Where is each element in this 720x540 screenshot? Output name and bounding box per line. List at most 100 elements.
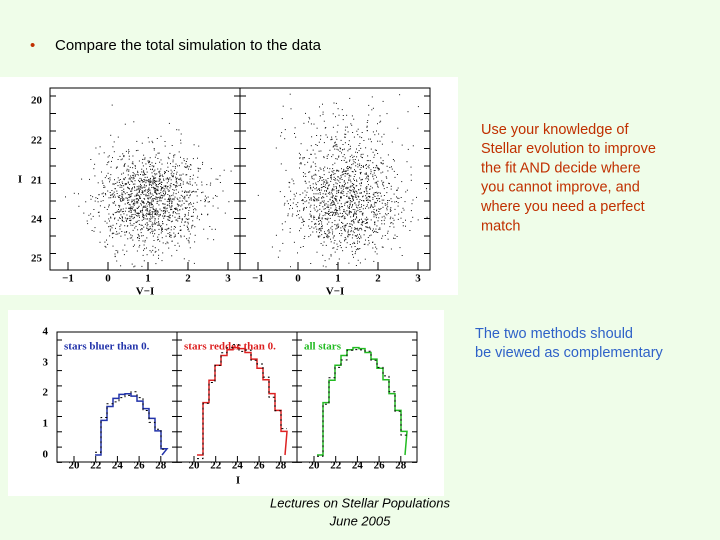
star-point [358, 201, 360, 203]
star-point [387, 232, 389, 234]
star-point [217, 178, 219, 180]
star-point [309, 206, 311, 208]
star-point [339, 177, 341, 179]
star-point [281, 223, 283, 225]
star-point [331, 174, 333, 176]
star-point [306, 206, 307, 208]
star-point [128, 232, 130, 234]
star-point [176, 182, 178, 184]
star-point [140, 174, 141, 175]
star-point [185, 161, 187, 162]
star-point [325, 203, 327, 205]
star-point [341, 216, 343, 218]
star-point [134, 244, 135, 246]
star-point [371, 205, 373, 207]
star-point [368, 114, 370, 116]
star-point [304, 190, 306, 192]
star-point [108, 155, 110, 157]
star-point [315, 182, 317, 184]
star-point [374, 222, 376, 224]
star-point [353, 232, 355, 234]
star-point [337, 191, 339, 193]
star-point [358, 145, 360, 146]
star-point [134, 209, 136, 211]
star-point [157, 238, 159, 240]
star-point [370, 169, 372, 171]
star-point [332, 200, 334, 201]
star-point [295, 204, 297, 206]
star-point [325, 190, 327, 191]
star-point [318, 170, 320, 172]
star-point [350, 190, 352, 192]
star-point [135, 221, 137, 223]
star-point [128, 207, 130, 209]
x-tick-label: 3 [415, 273, 421, 285]
star-point [151, 224, 153, 226]
star-point [106, 222, 108, 224]
star-point [155, 209, 157, 211]
star-point [147, 190, 149, 192]
star-point [143, 260, 145, 262]
star-point [142, 192, 144, 194]
star-point [347, 187, 349, 189]
star-point [397, 187, 399, 189]
star-point [304, 235, 306, 237]
star-point [104, 177, 106, 179]
star-point [136, 188, 138, 190]
star-point [336, 179, 338, 181]
star-point [383, 181, 385, 183]
star-point [170, 221, 172, 223]
star-point [349, 198, 351, 199]
star-point [347, 182, 349, 184]
star-point [359, 207, 361, 208]
star-point [146, 225, 148, 227]
star-point [345, 182, 346, 184]
star-point [372, 211, 374, 213]
star-point [158, 196, 160, 198]
star-point [134, 189, 136, 191]
star-point [108, 204, 110, 206]
star-point [179, 229, 181, 231]
star-point [347, 186, 349, 188]
star-point [363, 243, 365, 245]
star-point [106, 209, 108, 210]
star-point [154, 233, 156, 235]
star-point [143, 244, 145, 246]
star-point [323, 174, 325, 176]
star-point [377, 168, 379, 169]
star-point [113, 195, 114, 197]
star-point [376, 210, 377, 212]
star-point [151, 212, 153, 214]
star-point [214, 228, 216, 230]
star-point [156, 138, 158, 139]
star-point [372, 151, 374, 153]
star-point [113, 183, 115, 185]
star-point [190, 203, 192, 205]
star-point [397, 189, 398, 191]
star-point [145, 182, 147, 184]
star-point [184, 198, 186, 200]
star-point [138, 186, 140, 188]
star-point [367, 178, 369, 180]
star-point [94, 163, 96, 165]
star-point [154, 251, 156, 253]
x-tick-label: 22 [210, 460, 222, 472]
star-point [396, 236, 398, 237]
star-point [163, 207, 165, 209]
star-point [339, 212, 341, 214]
star-point [366, 190, 368, 192]
star-point [123, 185, 125, 187]
star-point [319, 235, 321, 237]
star-point [109, 230, 111, 232]
star-point [353, 214, 355, 216]
star-point [207, 213, 209, 215]
histogram-data [197, 344, 287, 460]
star-point [187, 229, 189, 231]
star-point [168, 247, 170, 249]
star-point [131, 190, 133, 192]
star-point [327, 219, 329, 221]
star-point [160, 159, 162, 161]
star-point [151, 201, 153, 203]
x-tick-label: 24 [232, 460, 244, 472]
star-point [127, 181, 129, 183]
